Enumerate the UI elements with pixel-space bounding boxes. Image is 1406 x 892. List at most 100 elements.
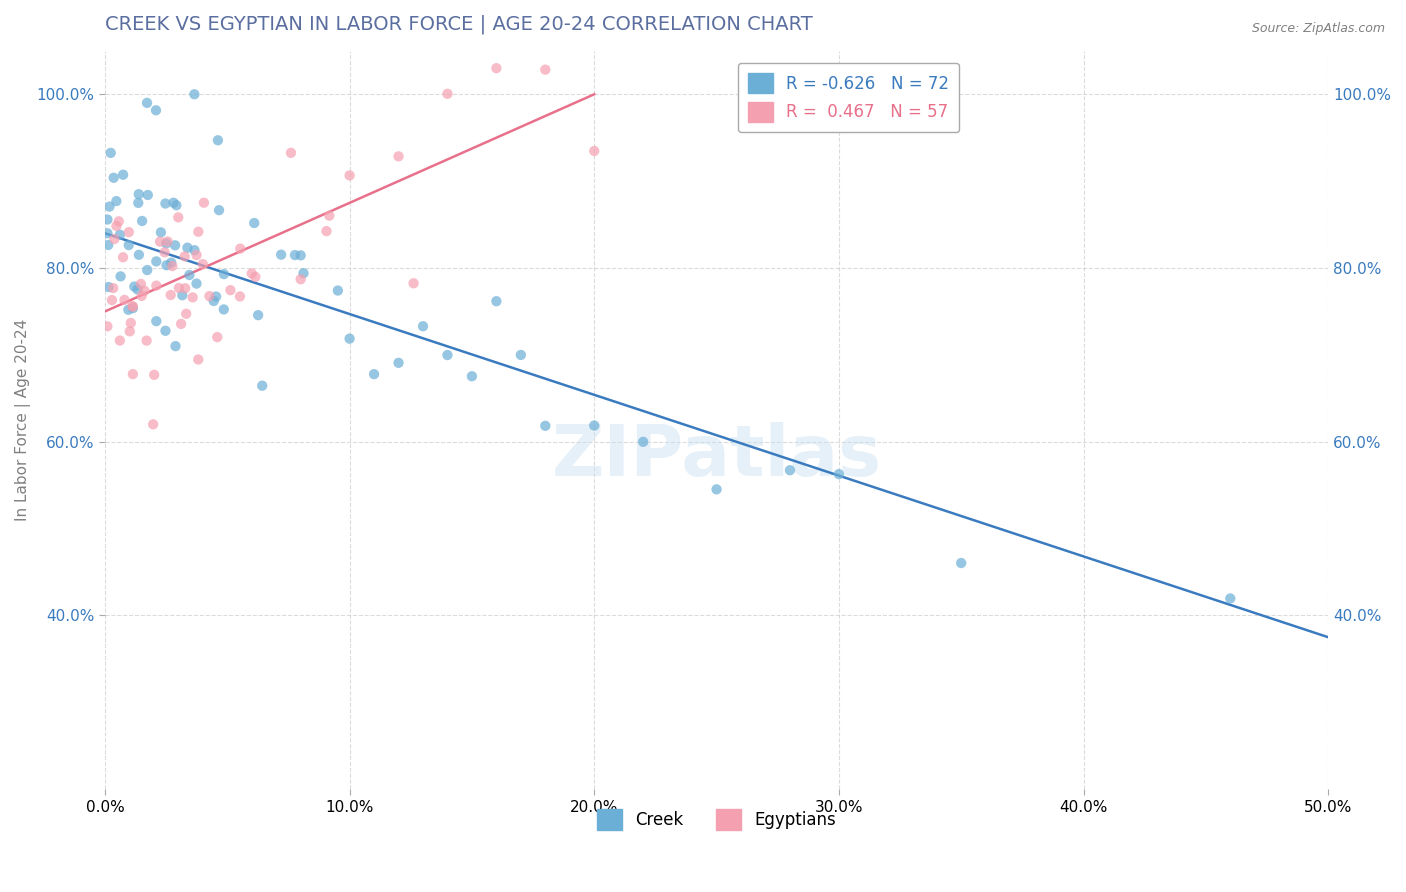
Point	[950, 556, 973, 570]
Point	[108, 334, 131, 348]
Point	[173, 249, 195, 263]
Point	[172, 288, 194, 302]
Point	[121, 299, 143, 313]
Point	[292, 266, 315, 280]
Point	[191, 257, 214, 271]
Point	[183, 243, 205, 257]
Point	[128, 248, 150, 262]
Point	[170, 317, 193, 331]
Point	[779, 463, 801, 477]
Point	[105, 194, 128, 208]
Point	[280, 145, 302, 160]
Point	[96, 319, 118, 334]
Point	[97, 280, 120, 294]
Point	[97, 238, 120, 252]
Point	[105, 219, 128, 233]
Point	[247, 308, 270, 322]
Point	[112, 168, 135, 182]
Point	[155, 236, 177, 251]
Point	[121, 367, 143, 381]
Point	[159, 288, 181, 302]
Point	[387, 149, 409, 163]
Point	[186, 248, 208, 262]
Point	[207, 133, 229, 147]
Point	[167, 211, 190, 225]
Point	[179, 268, 201, 282]
Point	[127, 195, 149, 210]
Point	[103, 281, 125, 295]
Point	[134, 284, 156, 298]
Point	[122, 301, 145, 315]
Y-axis label: In Labor Force | Age 20-24: In Labor Force | Age 20-24	[15, 319, 31, 521]
Point	[103, 170, 125, 185]
Point	[136, 263, 159, 277]
Point	[219, 283, 242, 297]
Point	[363, 367, 385, 381]
Point	[339, 332, 361, 346]
Point	[110, 269, 132, 284]
Point	[485, 61, 508, 75]
Point	[186, 277, 208, 291]
Text: CREEK VS EGYPTIAN IN LABOR FORCE | AGE 20-24 CORRELATION CHART: CREEK VS EGYPTIAN IN LABOR FORCE | AGE 2…	[105, 15, 813, 35]
Point	[118, 238, 141, 252]
Point	[193, 195, 215, 210]
Point	[205, 289, 228, 303]
Point	[174, 307, 197, 321]
Point	[160, 255, 183, 269]
Point	[240, 267, 263, 281]
Point	[129, 277, 152, 291]
Point	[118, 324, 141, 338]
Point	[107, 214, 129, 228]
Point	[534, 62, 557, 77]
Point	[135, 334, 157, 348]
Point	[318, 209, 340, 223]
Point	[155, 196, 177, 211]
Point	[108, 227, 131, 242]
Point	[208, 203, 231, 218]
Point	[412, 319, 434, 334]
Point	[127, 282, 149, 296]
Point	[270, 248, 292, 262]
Point	[136, 95, 159, 110]
Point	[103, 232, 125, 246]
Point	[117, 302, 139, 317]
Point	[131, 214, 153, 228]
Point	[202, 293, 225, 308]
Point	[229, 289, 252, 303]
Point	[207, 330, 229, 344]
Point	[212, 302, 235, 317]
Point	[162, 259, 184, 273]
Point	[534, 418, 557, 433]
Point	[436, 348, 458, 362]
Point	[112, 250, 135, 264]
Point	[183, 87, 205, 102]
Point	[153, 245, 176, 260]
Point	[156, 235, 179, 249]
Point	[142, 417, 165, 432]
Point	[339, 169, 361, 183]
Point	[509, 348, 531, 362]
Point	[145, 254, 167, 268]
Point	[290, 272, 312, 286]
Point	[461, 369, 484, 384]
Point	[176, 241, 198, 255]
Point	[583, 144, 606, 158]
Point	[250, 378, 273, 392]
Point	[149, 225, 172, 239]
Point	[485, 294, 508, 309]
Point	[243, 216, 266, 230]
Point	[1219, 591, 1241, 606]
Point	[145, 278, 167, 293]
Point	[155, 258, 177, 272]
Point	[174, 281, 197, 295]
Point	[120, 316, 142, 330]
Point	[290, 248, 312, 262]
Point	[198, 289, 221, 303]
Point	[187, 225, 209, 239]
Point	[145, 103, 167, 118]
Text: Source: ZipAtlas.com: Source: ZipAtlas.com	[1251, 22, 1385, 36]
Point	[131, 289, 153, 303]
Point	[145, 314, 167, 328]
Point	[212, 267, 235, 281]
Point	[165, 238, 187, 252]
